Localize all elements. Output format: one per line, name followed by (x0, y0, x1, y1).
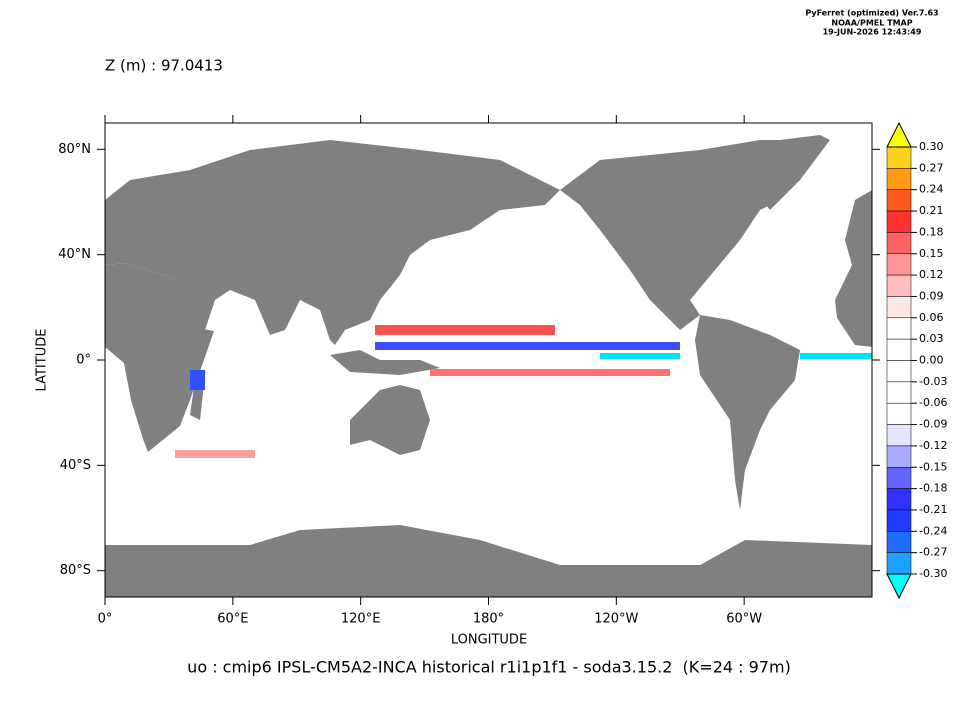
colorbar-label: 0.18 (919, 225, 944, 238)
colorbar-label: -0.24 (919, 524, 947, 537)
colorbar-swatch (886, 467, 912, 489)
land-australia (350, 385, 430, 455)
colorbar-swatch (886, 424, 912, 447)
currents (175, 325, 872, 458)
colorbar-label: -0.06 (919, 396, 947, 409)
colorbar-label: 0.00 (919, 354, 944, 367)
x-axis-label: LONGITUDE (451, 633, 527, 648)
colorbar-over (886, 121, 912, 148)
colorbar-swatch (886, 445, 912, 468)
land-indonesia (330, 350, 440, 375)
x-tick-label: 60°E (217, 612, 248, 627)
colorbar-swatch (886, 232, 912, 254)
colorbar-swatch (886, 317, 912, 340)
colorbar-label: 0.15 (919, 247, 944, 260)
colorbar-swatch (886, 210, 912, 233)
colorbar-label: 0.12 (919, 268, 944, 281)
colorbar-label: -0.15 (919, 460, 947, 473)
colorbar-swatch (886, 531, 912, 553)
land-africa (105, 263, 214, 452)
current-band (430, 369, 670, 376)
land-antarctica (105, 525, 872, 597)
x-tick-label: 120°W (594, 612, 638, 627)
colorbar-label: -0.12 (919, 439, 947, 452)
colorbar-swatch (886, 274, 912, 297)
current-band (175, 450, 255, 458)
y-axis-label: LATITUDE (35, 329, 50, 392)
colorbar-swatch (886, 189, 912, 212)
x-tick-label: 60°W (726, 612, 762, 627)
colorbar-swatch (886, 360, 912, 383)
y-tick-label: 0° (76, 353, 91, 368)
land-eurasia (105, 140, 560, 345)
colorbar-label: 0.03 (919, 332, 944, 345)
colorbar-swatch (886, 488, 912, 511)
colorbar-label: 0.24 (919, 183, 944, 196)
current-band (800, 353, 872, 359)
colorbar-label: -0.21 (919, 503, 947, 516)
caption: uo : cmip6 IPSL-CM5A2-INCA historical r1… (187, 658, 791, 677)
colorbar-label: 0.21 (919, 204, 944, 217)
colorbar-swatch (886, 552, 912, 575)
land-greenland (740, 135, 830, 210)
x-tick-label: 0° (98, 612, 113, 627)
colorbar-label: -0.18 (919, 482, 947, 495)
y-tick-label: 80°N (58, 142, 91, 157)
header-line: PyFerret (optimized) Ver.7.63 (805, 9, 938, 18)
colorbar-label: -0.30 (919, 567, 947, 580)
y-tick-label: 40°N (58, 247, 91, 262)
colorbar-swatch (886, 381, 912, 404)
chart-title: Z (m) : 97.0413 (105, 57, 223, 75)
x-tick-label: 180° (473, 612, 504, 627)
colorbar-label: 0.27 (919, 161, 944, 174)
colorbar-swatch (886, 509, 912, 532)
colorbar-swatch (886, 338, 912, 361)
colorbar-label: -0.03 (919, 375, 947, 388)
land-south-america (695, 315, 800, 510)
land (105, 135, 872, 597)
land-west-africa-europe (835, 190, 872, 347)
colorbar-swatch (886, 168, 912, 190)
colorbar-label: -0.09 (919, 418, 947, 431)
colorbar-label: 0.06 (919, 311, 944, 324)
current-band (375, 342, 680, 350)
current-band (375, 325, 555, 335)
colorbar-swatch (886, 402, 912, 425)
colorbar-under (886, 573, 912, 600)
colorbar-swatch (886, 146, 912, 169)
header-line: 19-JUN-2026 12:43:49 (823, 28, 922, 37)
current-band (600, 353, 680, 359)
colorbar-swatch (886, 253, 912, 276)
colorbar-label: 0.30 (919, 140, 944, 153)
x-tick-label: 120°E (341, 612, 381, 627)
current-band (190, 370, 205, 390)
header-line: NOAA/PMEL TMAP (831, 19, 912, 28)
y-tick-label: 40°S (60, 458, 91, 473)
colorbar-swatch (886, 296, 912, 319)
colorbar-label: 0.09 (919, 289, 944, 302)
colorbar-label: -0.27 (919, 546, 947, 559)
y-tick-label: 80°S (60, 563, 91, 578)
